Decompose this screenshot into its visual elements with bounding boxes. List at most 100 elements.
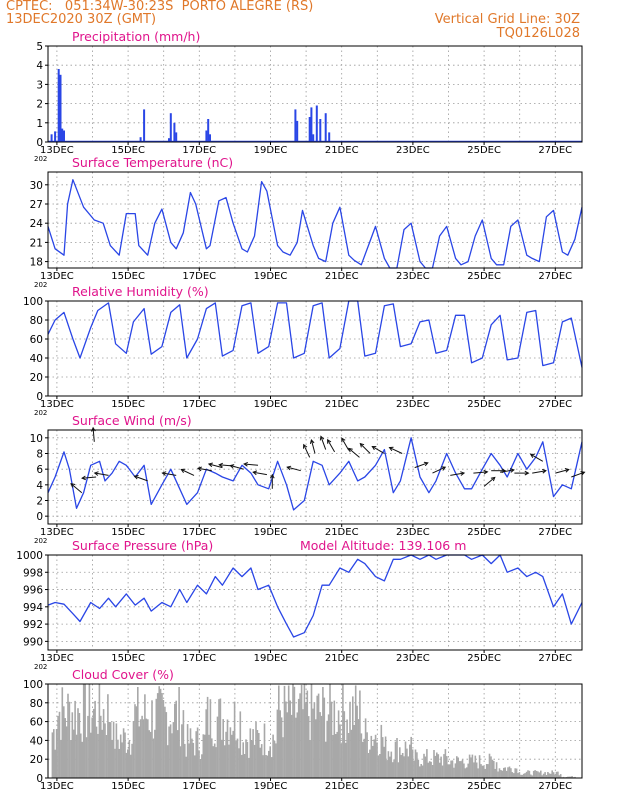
cloud-bar — [491, 759, 494, 778]
cloud-bar — [218, 699, 220, 778]
cloud-bar — [169, 724, 172, 778]
cloud-bar — [115, 723, 118, 778]
cloud-bar — [273, 740, 276, 778]
cloud-bar — [141, 715, 143, 778]
x-tick-label: 25DEC — [467, 527, 501, 538]
cloud-bar — [484, 768, 487, 778]
cloud-bar — [440, 756, 442, 778]
cloud-bar — [101, 729, 103, 778]
wind-arrow-head — [371, 445, 377, 451]
y-tick-label: 1000 — [16, 550, 43, 562]
cloud-bar — [524, 773, 526, 778]
cloud-bar — [289, 700, 291, 778]
cloud-bar — [330, 701, 333, 778]
cloud-bar — [226, 719, 229, 778]
cloud-bar — [474, 755, 477, 778]
cloud-bar — [458, 761, 461, 778]
cloud-bar — [269, 746, 271, 778]
rh-title: Relative Humidity (%) — [72, 284, 209, 299]
cloud-bar — [265, 755, 267, 778]
precip-bar — [57, 69, 60, 142]
x-tick-label: 19DEC — [254, 781, 288, 792]
cloud-bar — [537, 771, 539, 778]
cloud-bar — [199, 759, 202, 778]
panel-frame — [47, 554, 583, 651]
x-tick-label: 23DEC — [396, 781, 430, 792]
x-year-prefix: 202 — [34, 663, 47, 671]
wind-arrow-head — [252, 470, 258, 476]
cloud-bar — [461, 759, 464, 778]
wind-arrow — [359, 443, 371, 454]
cloud-bar — [517, 773, 519, 778]
cloud-bar — [438, 762, 441, 778]
cloud-bar — [293, 686, 296, 778]
wind-arrow — [208, 463, 223, 469]
y-tick-label: 994 — [23, 602, 43, 614]
cloud-bar — [431, 765, 434, 778]
cloud-bar — [178, 687, 180, 778]
cloud-bar — [419, 766, 421, 778]
cloud-bar — [457, 757, 459, 778]
cloud-bar — [128, 740, 131, 778]
cloud-bar — [280, 717, 283, 778]
y-tick-label: 4 — [36, 60, 43, 72]
cloud-bar — [147, 719, 149, 778]
y-tick-label: 18 — [30, 257, 43, 269]
x-tick-label: 15DEC — [111, 399, 145, 410]
cloud-bar — [421, 765, 424, 778]
x-tick-label: 27DEC — [538, 271, 572, 282]
cloud-bar — [468, 754, 471, 778]
y-tick-label: 990 — [23, 636, 43, 648]
cloud-bar — [162, 700, 165, 778]
cloud-bar — [325, 741, 327, 778]
cloud-bar — [359, 690, 361, 778]
cloud-bar — [215, 747, 217, 778]
cloud-bar — [326, 720, 328, 778]
y-tick-label: 2 — [36, 496, 43, 508]
cloud-bar — [309, 740, 311, 778]
cloud-bar — [428, 761, 431, 778]
cloud-bar — [316, 695, 318, 778]
cloud-bar — [253, 744, 256, 778]
cloud-bar — [562, 776, 565, 778]
wind-arrow — [134, 475, 148, 482]
cloud-bar — [332, 735, 334, 778]
cloud-bar — [540, 770, 542, 778]
x-tick-label: 19DEC — [254, 399, 288, 410]
cloud-bar — [333, 700, 336, 778]
cloud-bar — [463, 763, 465, 778]
cloud-bar — [542, 773, 545, 778]
panel-cloud: 0 20 40 60 80 100 13DEC 15DEC 17DEC 19DEC 21DEC 23D… — [23, 667, 583, 792]
cloud-bar — [379, 754, 381, 778]
cloud-bar — [558, 775, 561, 778]
wind-arrow — [82, 476, 97, 479]
rh-series-line — [47, 300, 583, 368]
wind-arrow — [414, 462, 428, 469]
cloud-bar — [148, 730, 150, 778]
cloud-bar — [544, 772, 546, 778]
wind-arrow — [287, 466, 301, 472]
cloud-bar — [507, 767, 509, 778]
y-tick-label: 2 — [36, 99, 43, 111]
cloud-bar — [125, 752, 128, 778]
cloud-bar — [346, 719, 348, 778]
wind-arrow — [230, 465, 244, 470]
cloud-bar — [441, 765, 444, 778]
cloud-bar — [488, 753, 491, 778]
cloud-bar — [443, 754, 445, 778]
wind-arrow-head — [348, 447, 353, 453]
cloud-bar — [370, 735, 373, 778]
cloud-bar — [166, 745, 169, 778]
cloud-bar — [317, 693, 320, 778]
wind-arrow-head — [327, 438, 332, 444]
x-tick-label: 17DEC — [182, 653, 216, 664]
cloud-bar — [569, 776, 572, 778]
x-tick-label: 19DEC — [254, 653, 288, 664]
cloud-bar — [399, 747, 401, 778]
cloud-bar — [107, 694, 109, 778]
cloud-bar — [313, 702, 316, 778]
cloud-bar — [411, 749, 414, 778]
cloud-bar — [71, 712, 74, 778]
x-tick-label: 23DEC — [396, 145, 430, 156]
